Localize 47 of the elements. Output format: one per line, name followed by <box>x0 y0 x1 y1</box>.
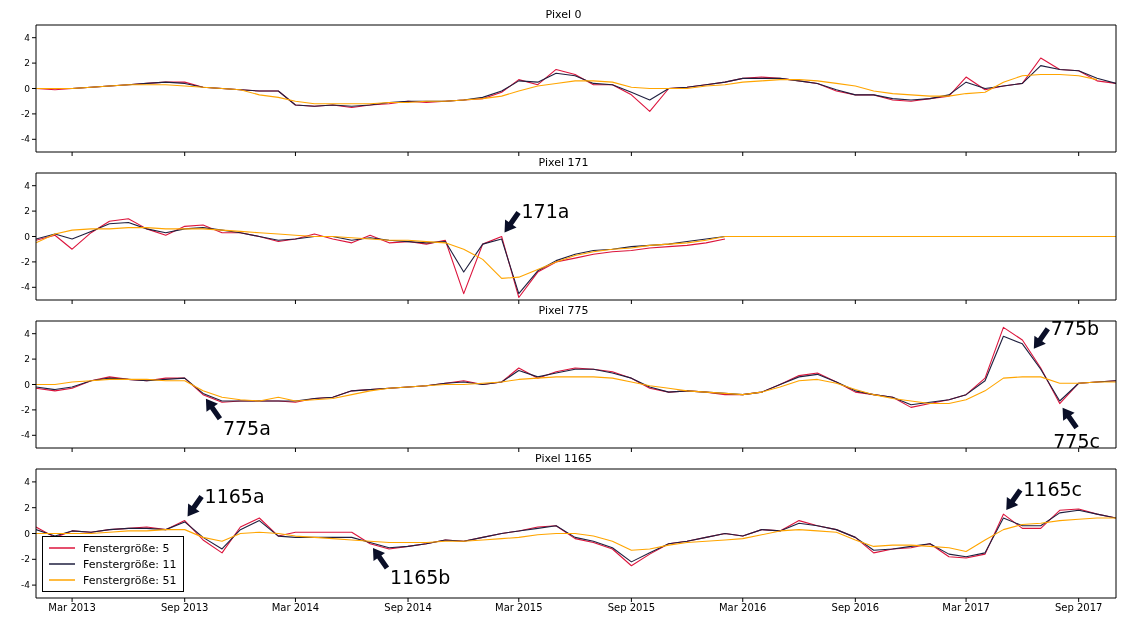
y-tick-label: -4 <box>21 134 31 145</box>
y-tick-label: -4 <box>21 282 31 293</box>
y-tick-label: 2 <box>24 502 30 513</box>
y-tick-label: 4 <box>24 180 31 191</box>
line-series <box>36 517 1116 553</box>
y-tick-label: 2 <box>24 354 30 365</box>
x-tick-label: Mar 2016 <box>718 602 767 614</box>
y-tick-label: -4 <box>21 580 31 591</box>
annotation: 1165c <box>1023 478 1083 501</box>
annotation: 775a <box>222 416 271 439</box>
y-tick-label: -4 <box>21 430 31 441</box>
x-tick-label: Mar 2015 <box>495 602 543 614</box>
x-tick-label: Sep 2017 <box>1054 602 1103 614</box>
y-tick-label: 0 <box>24 83 31 94</box>
chart-title: Pixel 1165 <box>534 452 593 466</box>
y-tick-label: 0 <box>24 231 31 242</box>
x-tick-label: Sep 2013 <box>160 602 209 614</box>
annotation: 171a <box>521 200 570 223</box>
x-tick-label: Sep 2015 <box>607 602 656 614</box>
x-tick-label: Mar 2014 <box>271 602 320 614</box>
y-tick-label: -2 <box>21 257 30 268</box>
y-tick-label: 2 <box>24 206 30 217</box>
legend-label: Fenstergröße: 5 <box>83 541 170 555</box>
y-tick-label: 0 <box>24 528 31 539</box>
annotation: 1165b <box>389 565 451 588</box>
x-tick-label: Sep 2016 <box>831 602 880 614</box>
x-tick-label: Mar 2017 <box>942 602 990 614</box>
annotation: 775c <box>1053 429 1100 452</box>
legend-label: Fenstergröße: 51 <box>83 573 177 587</box>
chart-title: Pixel 171 <box>537 156 590 170</box>
y-tick-label: 2 <box>24 58 30 69</box>
y-tick-label: 0 <box>24 379 31 390</box>
y-tick-label: 4 <box>24 32 31 43</box>
x-tick-label: Sep 2014 <box>384 602 432 614</box>
y-tick-label: 4 <box>24 477 31 488</box>
y-tick-label: -2 <box>21 554 30 565</box>
y-tick-label: 4 <box>24 328 31 339</box>
legend-label: Fenstergröße: 11 <box>83 557 177 571</box>
annotation: 1165a <box>204 484 265 507</box>
chart-title: Pixel 0 <box>544 8 583 22</box>
y-tick-label: -2 <box>21 109 30 120</box>
line-series <box>36 227 1116 279</box>
y-tick-label: -2 <box>21 405 30 416</box>
annotation: 775b <box>1050 316 1100 339</box>
chart-title: Pixel 775 <box>537 304 590 318</box>
line-series <box>36 73 1098 105</box>
x-tick-label: Mar 2013 <box>48 602 96 614</box>
